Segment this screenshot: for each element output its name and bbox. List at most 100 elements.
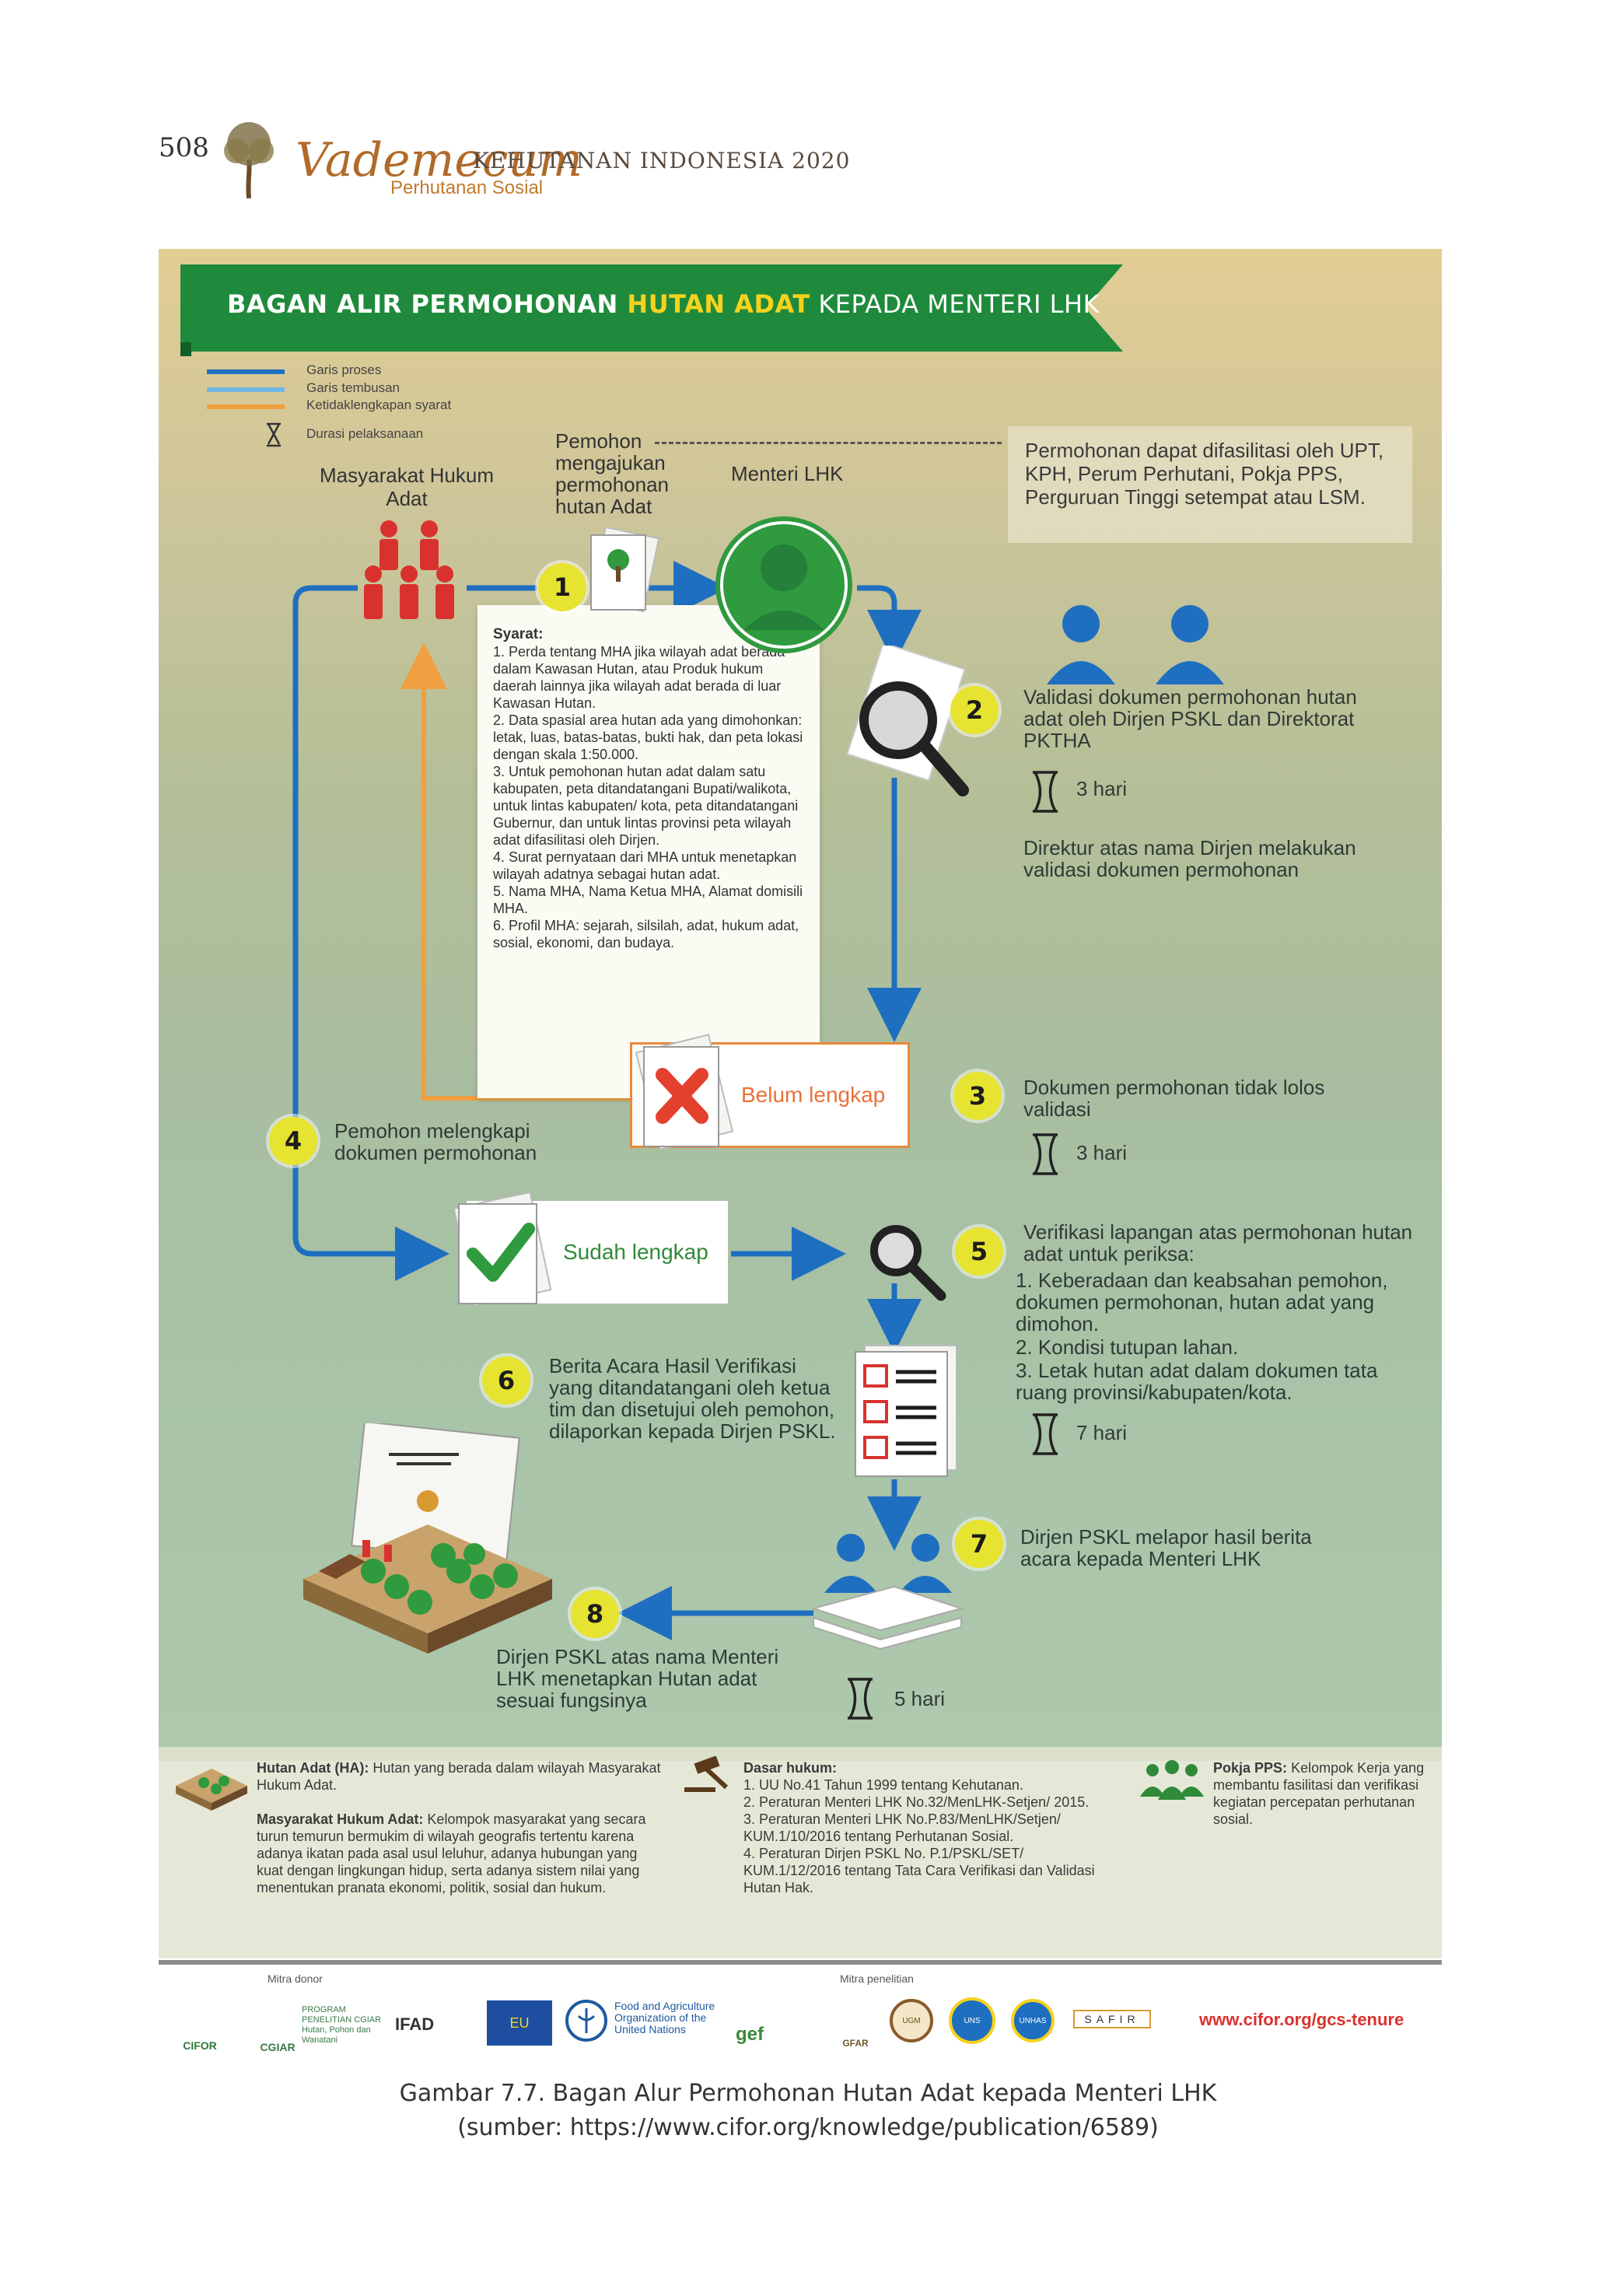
gef-logo: gef <box>736 2024 764 2045</box>
requirement-item: 1. Perda tentang MHA jika wilayah adat b… <box>493 644 785 711</box>
rejected-document-icon <box>635 1034 734 1150</box>
research-label: Mitra penelitian <box>840 1972 914 1985</box>
ifad-logo: IFAD <box>395 2014 435 2034</box>
figure-source: (sumber: https://www.cifor.org/knowledge… <box>457 2114 1159 2141</box>
page-number: 508 <box>159 132 209 163</box>
title-banner <box>180 264 1123 352</box>
legend-copy-line <box>207 387 285 392</box>
officials-report-icon <box>810 1534 964 1650</box>
legend-process-label: Garis proses <box>306 362 382 377</box>
step-4-badge: 4 <box>269 1117 317 1165</box>
definition-mha: Masyarakat Hukum Adat: Kelompok masyarak… <box>257 1811 646 1895</box>
step-6-badge: 6 <box>482 1356 530 1405</box>
document-tree-icon <box>589 526 660 613</box>
legend-incomplete-label: Ketidaklengkapan syarat <box>306 397 452 412</box>
step-8-text: Dirjen PSKL atas nama Menteri LHK meneta… <box>496 1645 779 1712</box>
step-4-text: Pemohon melengkapi dokumen permohonan <box>334 1119 537 1164</box>
tree-logo-icon <box>224 122 274 199</box>
hourglass-icon <box>848 1678 873 1720</box>
step-5-title: Verifikasi lapangan atas permohonan huta… <box>1023 1220 1413 1265</box>
law-item: 1. UU No.41 Tahun 1999 tentang Kehutanan… <box>743 1777 1023 1793</box>
step-5-badge: 5 <box>955 1227 1003 1276</box>
step-2-extra: Direktur atas nama Dirjen melakukan vali… <box>1023 836 1356 881</box>
step-3-duration: 3 hari <box>1076 1141 1128 1164</box>
requirement-item: 4. Surat pernyataan dari MHA untuk menet… <box>493 849 797 882</box>
gfar-logo: GFAR <box>842 2038 869 2049</box>
definitions-strip <box>159 1747 1442 1958</box>
magnifier-document-icon <box>846 646 969 796</box>
requirement-item: 2. Data spasial area hutan ada yang dimo… <box>493 712 803 762</box>
law-item: 2. Peraturan Menteri LHK No.32/MenLHK-Se… <box>743 1794 1090 1810</box>
cifor-url-link[interactable]: www.cifor.org/gcs-tenure <box>1199 2010 1404 2029</box>
legend-duration-label: Durasi pelaksanaan <box>306 426 424 441</box>
uns-logo: UNS <box>949 1997 995 2044</box>
eu-flag-logo: EU <box>487 2000 552 2046</box>
hourglass-icon <box>1033 1413 1058 1455</box>
step-5-item: 2. Kondisi tutupan lahan. <box>1016 1335 1239 1359</box>
step-5-item: 3. Letak hutan adat dalam dokumen tata r… <box>1016 1359 1378 1404</box>
step-6-text: Berita Acara Hasil Verifikasi yang ditan… <box>549 1354 836 1443</box>
legend-process-line <box>207 369 285 374</box>
ugm-logo: UGM <box>890 1999 933 2042</box>
banner-fold <box>180 342 191 356</box>
officials-icon <box>1047 605 1224 684</box>
requirement-item: 6. Profil MHA: sejarah, silsilah, adat, … <box>493 918 799 950</box>
definition-hutan-adat: Hutan Adat (HA): Hutan yang berada dalam… <box>257 1760 661 1793</box>
safir-logo: SAFIR <box>1073 2010 1151 2028</box>
step-7-text: Dirjen PSKL melapor hasil berita acara k… <box>1020 1525 1312 1570</box>
step-2-text: Validasi dokumen permohonan hutan adat o… <box>1023 685 1357 752</box>
step-7-badge: 7 <box>955 1520 1003 1568</box>
unhas-logo: UNHAS <box>1011 1999 1055 2042</box>
step-2-badge: 2 <box>950 686 999 734</box>
legal-basis: Dasar hukum: 1. UU No.41 Tahun 1999 tent… <box>743 1759 1117 1896</box>
hourglass-icon <box>1033 771 1058 813</box>
requirements-title: Syarat: <box>493 626 544 642</box>
hourglass-icon <box>267 422 281 447</box>
step-5-duration: 7 hari <box>1076 1421 1128 1444</box>
figure-caption: Gambar 7.7. Bagan Alur Permohonan Hutan … <box>399 2080 1217 2107</box>
step-2-duration: 3 hari <box>1076 777 1128 800</box>
mha-label: Masyarakat Hukum Adat <box>320 464 494 510</box>
cifor-logo: CIFOR <box>183 2039 217 2052</box>
step-3-text: Dokumen permohonan tidak lolos validasi <box>1023 1076 1325 1121</box>
gavel-icon <box>684 1756 729 1792</box>
requirement-item: 3. Untuk pemohonan hutan adat dalam satu… <box>493 764 799 848</box>
applicant-label: Pemohon mengajukan permohonan hutan Adat <box>555 429 669 518</box>
applicant-dashed-line <box>655 442 1002 444</box>
pokja-group-icon <box>1140 1760 1204 1800</box>
fao-logo-icon <box>565 2000 607 2042</box>
cgiar-logo: CGIAR <box>260 2041 296 2053</box>
ftw-logo: PROGRAM PENELITIAN CGIAR Hutan, Pohon da… <box>302 2005 382 2045</box>
step-8-duration: 5 hari <box>894 1687 946 1710</box>
partner-logos-strip <box>159 1960 1442 2069</box>
fao-logo: Food and Agriculture Organization of the… <box>614 2000 715 2035</box>
facilitation-note: Permohonan dapat difasilitasi oleh UPT, … <box>1008 426 1412 543</box>
approved-document-icon <box>453 1191 552 1307</box>
step-8-badge: 8 <box>571 1590 619 1638</box>
forest-decree-icon <box>303 1423 552 1654</box>
brand-title: Vademecum <box>296 133 583 187</box>
requirements-list: 1. Perda tentang MHA jika wilayah adat b… <box>493 643 806 951</box>
requirements-box: Syarat: 1. Perda tentang MHA jika wilaya… <box>477 605 820 1098</box>
hourglass-icon <box>1033 1133 1058 1175</box>
legend-incomplete-line <box>207 404 285 409</box>
magnifier-icon <box>870 1225 946 1301</box>
law-item: 4. Peraturan Dirjen PSKL No. P.1/PSKL/SE… <box>743 1846 1095 1895</box>
brand-subtitle: KEHUTANAN INDONESIA 2020 <box>473 148 851 173</box>
definition-pokja: Pokja PPS: Kelompok Kerja yang membantu … <box>1213 1760 1425 1827</box>
law-item: 3. Peraturan Menteri LHK No.P.83/MenLHK/… <box>743 1811 1061 1844</box>
infographic-title: BAGAN ALIR PERMOHONAN HUTAN ADAT KEPADA … <box>227 289 1100 319</box>
checklist-icon <box>855 1345 957 1477</box>
step-3-badge: 3 <box>953 1072 1002 1120</box>
section-label: Perhutanan Sosial <box>390 177 544 198</box>
forest-land-icon <box>176 1769 247 1811</box>
minister-label: Menteri LHK <box>731 462 844 485</box>
step-1-badge: 1 <box>538 563 586 611</box>
requirement-item: 5. Nama MHA, Nama Ketua MHA, Alamat domi… <box>493 884 803 916</box>
donor-label: Mitra donor <box>268 1972 323 1985</box>
community-people-icon <box>364 520 454 619</box>
legend-copy-label: Garis tembusan <box>306 380 400 395</box>
step-5-item: 1. Keberadaan dan keabsahan pemohon, dok… <box>1016 1269 1388 1335</box>
minister-avatar-icon <box>715 516 852 653</box>
